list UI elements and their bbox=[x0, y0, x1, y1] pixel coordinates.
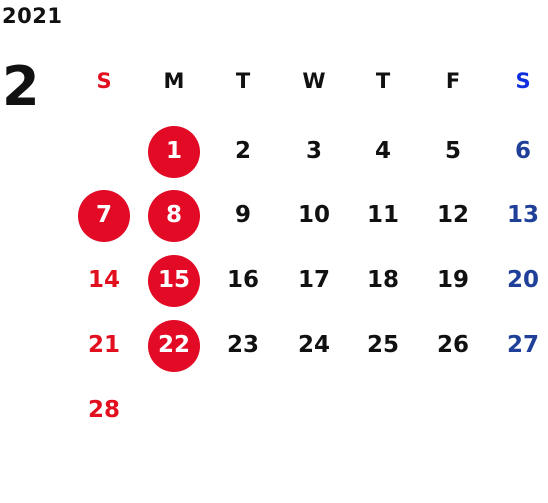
day-number: 4 bbox=[374, 138, 391, 164]
weekday-header-monday: M bbox=[163, 69, 185, 93]
day-number: 10 bbox=[297, 202, 330, 228]
day-cell: 19 bbox=[423, 255, 483, 305]
day-cell: 6 bbox=[493, 126, 548, 176]
day-cell: 17 bbox=[284, 255, 344, 305]
day-number: 2 bbox=[234, 138, 251, 164]
day-cell: 7 bbox=[74, 190, 134, 242]
day-number: 16 bbox=[226, 267, 259, 293]
day-cell: 5 bbox=[423, 126, 483, 176]
day-number: 20 bbox=[506, 267, 539, 293]
day-number: 17 bbox=[297, 267, 330, 293]
day-number: 23 bbox=[226, 332, 259, 358]
day-number: 8 bbox=[165, 202, 182, 228]
day-number: 15 bbox=[157, 267, 190, 293]
day-cell: 16 bbox=[213, 255, 273, 305]
day-cell: 22 bbox=[144, 320, 204, 372]
day-number: 26 bbox=[436, 332, 469, 358]
day-number: 21 bbox=[87, 332, 120, 358]
month-number: 2 bbox=[2, 55, 40, 118]
day-number: 22 bbox=[157, 332, 190, 358]
day-number: 19 bbox=[436, 267, 469, 293]
day-cell: 3 bbox=[284, 126, 344, 176]
holiday-marker bbox=[78, 190, 130, 242]
holiday-marker bbox=[148, 126, 200, 178]
day-number: 14 bbox=[87, 267, 120, 293]
day-number: 28 bbox=[87, 397, 120, 423]
day-cell: 27 bbox=[493, 320, 548, 370]
day-cell: 21 bbox=[74, 320, 134, 370]
weekday-header-thursday: T bbox=[375, 69, 391, 93]
day-cell: 15 bbox=[144, 255, 204, 307]
weekday-header-tuesday: T bbox=[235, 69, 251, 93]
day-cell: 18 bbox=[353, 255, 413, 305]
day-cell: 8 bbox=[144, 190, 204, 242]
day-cell: 1 bbox=[144, 126, 204, 178]
day-number: 1 bbox=[165, 138, 182, 164]
day-number: 24 bbox=[297, 332, 330, 358]
day-cell: 28 bbox=[74, 385, 134, 435]
weekday-header-sunday: S bbox=[96, 69, 112, 93]
day-cell: 13 bbox=[493, 190, 548, 240]
day-cell: 10 bbox=[284, 190, 344, 240]
day-cell: 25 bbox=[353, 320, 413, 370]
day-number: 18 bbox=[366, 267, 399, 293]
day-cell: 2 bbox=[213, 126, 273, 176]
day-cell: 14 bbox=[74, 255, 134, 305]
day-number: 5 bbox=[444, 138, 461, 164]
holiday-marker bbox=[148, 255, 200, 307]
day-cell: 26 bbox=[423, 320, 483, 370]
day-number: 6 bbox=[514, 138, 531, 164]
day-cell: 11 bbox=[353, 190, 413, 240]
weekday-header-friday: F bbox=[445, 69, 461, 93]
weekday-header-wednesday: W bbox=[302, 69, 326, 93]
day-cell: 4 bbox=[353, 126, 413, 176]
day-number: 11 bbox=[366, 202, 399, 228]
day-number: 27 bbox=[506, 332, 539, 358]
day-cell: 24 bbox=[284, 320, 344, 370]
day-cell: 20 bbox=[493, 255, 548, 305]
day-cell: 23 bbox=[213, 320, 273, 370]
day-number: 25 bbox=[366, 332, 399, 358]
holiday-marker bbox=[148, 190, 200, 242]
day-cell: 12 bbox=[423, 190, 483, 240]
day-number: 3 bbox=[305, 138, 322, 164]
weekday-header-saturday: S bbox=[515, 69, 531, 93]
year-label: 2021 bbox=[2, 4, 63, 28]
day-number: 13 bbox=[506, 202, 539, 228]
day-number: 12 bbox=[436, 202, 469, 228]
day-cell: 9 bbox=[213, 190, 273, 240]
holiday-marker bbox=[148, 320, 200, 372]
day-number: 7 bbox=[95, 202, 112, 228]
day-number: 9 bbox=[234, 202, 251, 228]
